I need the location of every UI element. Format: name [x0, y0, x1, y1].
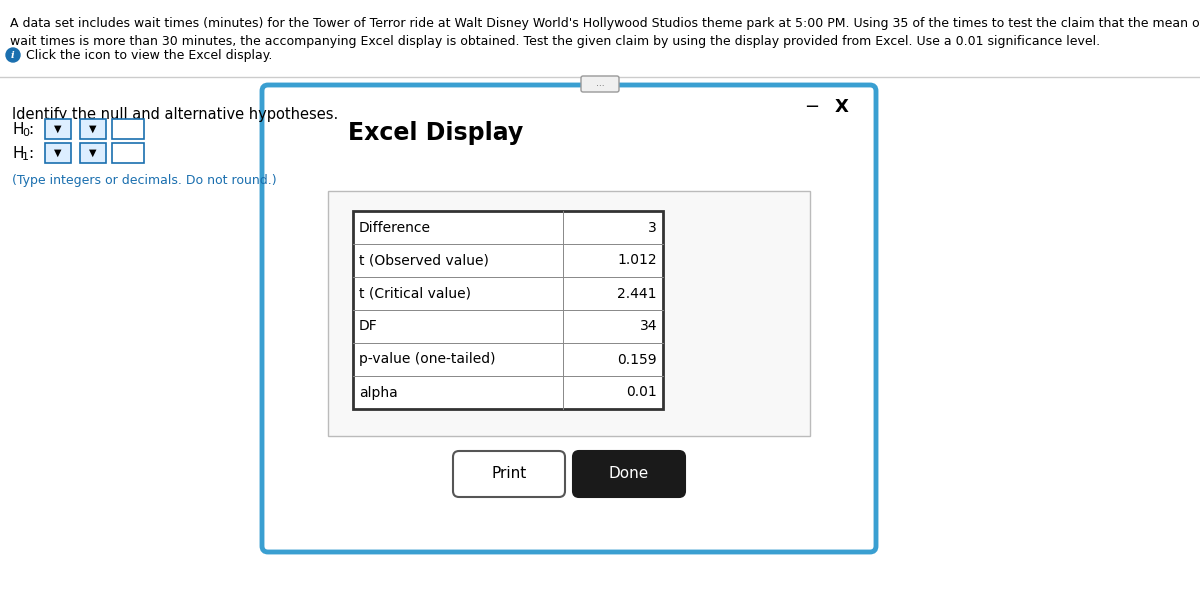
Bar — [353, 211, 662, 409]
FancyBboxPatch shape — [574, 451, 685, 497]
Bar — [328, 191, 810, 436]
Text: 2.441: 2.441 — [618, 287, 658, 300]
Text: p-value (one-tailed): p-value (one-tailed) — [359, 352, 496, 366]
Text: Click the icon to view the Excel display.: Click the icon to view the Excel display… — [26, 48, 272, 61]
Bar — [112, 119, 144, 139]
Circle shape — [6, 48, 20, 62]
Text: alpha: alpha — [359, 385, 397, 400]
FancyBboxPatch shape — [581, 76, 619, 92]
Text: :: : — [28, 145, 34, 161]
Text: Difference: Difference — [359, 220, 431, 235]
Text: Done: Done — [608, 466, 649, 482]
Text: 34: 34 — [640, 320, 658, 333]
Text: Print: Print — [491, 466, 527, 482]
Text: DF: DF — [359, 320, 378, 333]
FancyBboxPatch shape — [454, 451, 565, 497]
Text: 0.01: 0.01 — [626, 385, 658, 400]
FancyBboxPatch shape — [262, 85, 876, 552]
Text: −: − — [804, 98, 820, 116]
Bar — [112, 143, 144, 163]
Text: A data set includes wait times (minutes) for the Tower of Terror ride at Walt Di: A data set includes wait times (minutes)… — [10, 17, 1200, 30]
Text: ▼: ▼ — [54, 124, 61, 134]
Text: H: H — [12, 145, 24, 161]
Text: :: : — [28, 122, 34, 137]
Text: 1.012: 1.012 — [617, 254, 658, 268]
Text: wait times is more than 30 minutes, the accompanying Excel display is obtained. : wait times is more than 30 minutes, the … — [10, 35, 1100, 48]
Text: (Type integers or decimals. Do not round.): (Type integers or decimals. Do not round… — [12, 174, 277, 187]
Text: Identify the null and alternative hypotheses.: Identify the null and alternative hypoth… — [12, 107, 338, 122]
Text: 0: 0 — [22, 128, 29, 138]
Text: 1: 1 — [22, 152, 29, 162]
Text: ...: ... — [595, 80, 605, 89]
Bar — [80, 143, 106, 163]
Text: 3: 3 — [648, 220, 658, 235]
Text: t (Observed value): t (Observed value) — [359, 254, 488, 268]
Text: i: i — [11, 50, 14, 60]
Text: t (Critical value): t (Critical value) — [359, 287, 470, 300]
Text: H: H — [12, 122, 24, 137]
Bar — [46, 143, 71, 163]
Bar — [46, 119, 71, 139]
Text: ▼: ▼ — [89, 124, 97, 134]
Text: Excel Display: Excel Display — [348, 121, 523, 145]
Text: 0.159: 0.159 — [617, 352, 658, 366]
Text: X: X — [835, 98, 848, 116]
Bar — [80, 119, 106, 139]
Text: ▼: ▼ — [89, 148, 97, 158]
Text: ▼: ▼ — [54, 148, 61, 158]
